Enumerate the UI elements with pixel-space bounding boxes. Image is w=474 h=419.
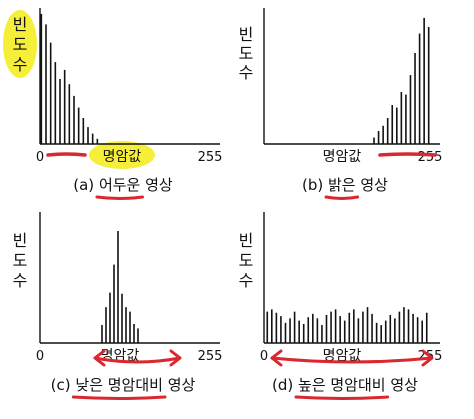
arrowhead-right xyxy=(421,349,434,367)
y-axis-label-char: 수 xyxy=(239,63,254,82)
caption-prefix: (d) xyxy=(272,376,298,394)
y-axis-label-char: 수 xyxy=(13,55,28,74)
caption-underline xyxy=(95,195,145,200)
x-max-label: 255 xyxy=(198,349,223,364)
x-axis-label: 명암값 xyxy=(103,149,142,165)
caption-prefix: (b) xyxy=(302,176,328,194)
x-axis-label: 명암값 xyxy=(323,348,362,364)
panel-caption: (d) 높은 명암대비 영상 xyxy=(272,376,418,394)
y-axis-label-char: 도 xyxy=(239,251,254,270)
panel-caption: (a) 어두운 영상 xyxy=(73,176,173,194)
x-min-label: 0 xyxy=(36,349,44,364)
arrowhead-right xyxy=(169,349,182,367)
caption-keyword: 밝은 xyxy=(328,176,356,194)
xlabel-highlight xyxy=(89,141,155,169)
range-underline xyxy=(46,152,87,157)
x-min-label: 0 xyxy=(260,349,268,364)
caption-text: 영상 xyxy=(356,176,389,194)
range-underline xyxy=(378,152,437,157)
range-arrow xyxy=(93,356,182,364)
caption-keyword: 낮은 명암대비 xyxy=(75,376,163,394)
x-min-label: 0 xyxy=(36,150,44,165)
y-axis-label-char: 도 xyxy=(239,44,254,63)
range-arrow xyxy=(270,356,434,364)
y-axis-label-char: 빈 xyxy=(239,25,254,44)
caption-underline xyxy=(71,395,167,400)
y-axis-label-char: 빈 xyxy=(13,231,28,250)
panel-caption: (b) 밝은 영상 xyxy=(302,176,388,194)
caption-prefix: (a) xyxy=(73,176,99,194)
y-axis-label-char: 빈 xyxy=(239,231,254,250)
ylabel-highlight xyxy=(3,10,37,78)
y-axis-label-char: 도 xyxy=(13,251,28,270)
y-axis-label-char: 도 xyxy=(13,35,28,54)
arrowhead-left xyxy=(93,349,106,367)
x-max-label: 255 xyxy=(198,150,223,165)
panel-caption: (c) 낮은 명암대비 영상 xyxy=(51,376,196,394)
caption-text: 영상 xyxy=(163,376,196,394)
caption-keyword: 높은 명암대비 xyxy=(298,376,386,394)
arrowhead-left xyxy=(270,349,283,367)
x-max-label: 255 xyxy=(418,150,443,165)
y-axis-label-char: 수 xyxy=(239,271,254,290)
histogram-panel-b: 빈도수 255 명암값 (b) 밝은 영상 xyxy=(239,8,443,200)
y-axis-label-char: 수 xyxy=(13,271,28,290)
caption-underline xyxy=(324,195,360,200)
x-axis-label: 명암값 xyxy=(323,149,362,165)
caption-keyword: 어두운 xyxy=(99,176,141,194)
y-axis-label-char: 빈 xyxy=(13,15,28,34)
caption-text: 영상 xyxy=(386,376,419,394)
caption-prefix: (c) xyxy=(51,376,76,394)
caption-text: 영상 xyxy=(140,176,173,194)
caption-underline xyxy=(294,395,390,400)
